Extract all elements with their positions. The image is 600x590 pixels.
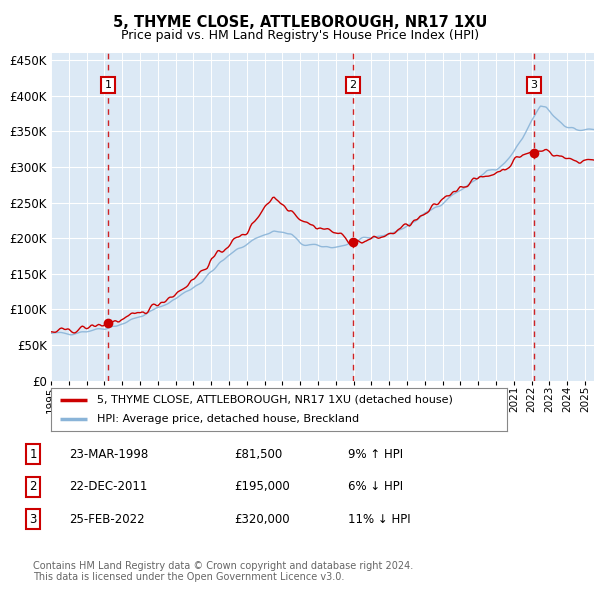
- Text: 11% ↓ HPI: 11% ↓ HPI: [348, 513, 410, 526]
- Text: Contains HM Land Registry data © Crown copyright and database right 2024.: Contains HM Land Registry data © Crown c…: [33, 562, 413, 571]
- Text: 5, THYME CLOSE, ATTLEBOROUGH, NR17 1XU (detached house): 5, THYME CLOSE, ATTLEBOROUGH, NR17 1XU (…: [97, 395, 452, 405]
- Text: £81,500: £81,500: [234, 448, 282, 461]
- Text: 25-FEB-2022: 25-FEB-2022: [69, 513, 145, 526]
- Text: 1: 1: [29, 448, 37, 461]
- Text: 9% ↑ HPI: 9% ↑ HPI: [348, 448, 403, 461]
- Text: Price paid vs. HM Land Registry's House Price Index (HPI): Price paid vs. HM Land Registry's House …: [121, 29, 479, 42]
- Text: 22-DEC-2011: 22-DEC-2011: [69, 480, 148, 493]
- Text: 2: 2: [29, 480, 37, 493]
- Text: 1: 1: [105, 80, 112, 90]
- Text: 5, THYME CLOSE, ATTLEBOROUGH, NR17 1XU: 5, THYME CLOSE, ATTLEBOROUGH, NR17 1XU: [113, 15, 487, 30]
- Text: 23-MAR-1998: 23-MAR-1998: [69, 448, 148, 461]
- Text: 6% ↓ HPI: 6% ↓ HPI: [348, 480, 403, 493]
- Text: 2: 2: [350, 80, 356, 90]
- Text: £195,000: £195,000: [234, 480, 290, 493]
- Text: £320,000: £320,000: [234, 513, 290, 526]
- Text: 3: 3: [29, 513, 37, 526]
- Text: HPI: Average price, detached house, Breckland: HPI: Average price, detached house, Brec…: [97, 414, 359, 424]
- Text: This data is licensed under the Open Government Licence v3.0.: This data is licensed under the Open Gov…: [33, 572, 344, 582]
- Text: 3: 3: [530, 80, 538, 90]
